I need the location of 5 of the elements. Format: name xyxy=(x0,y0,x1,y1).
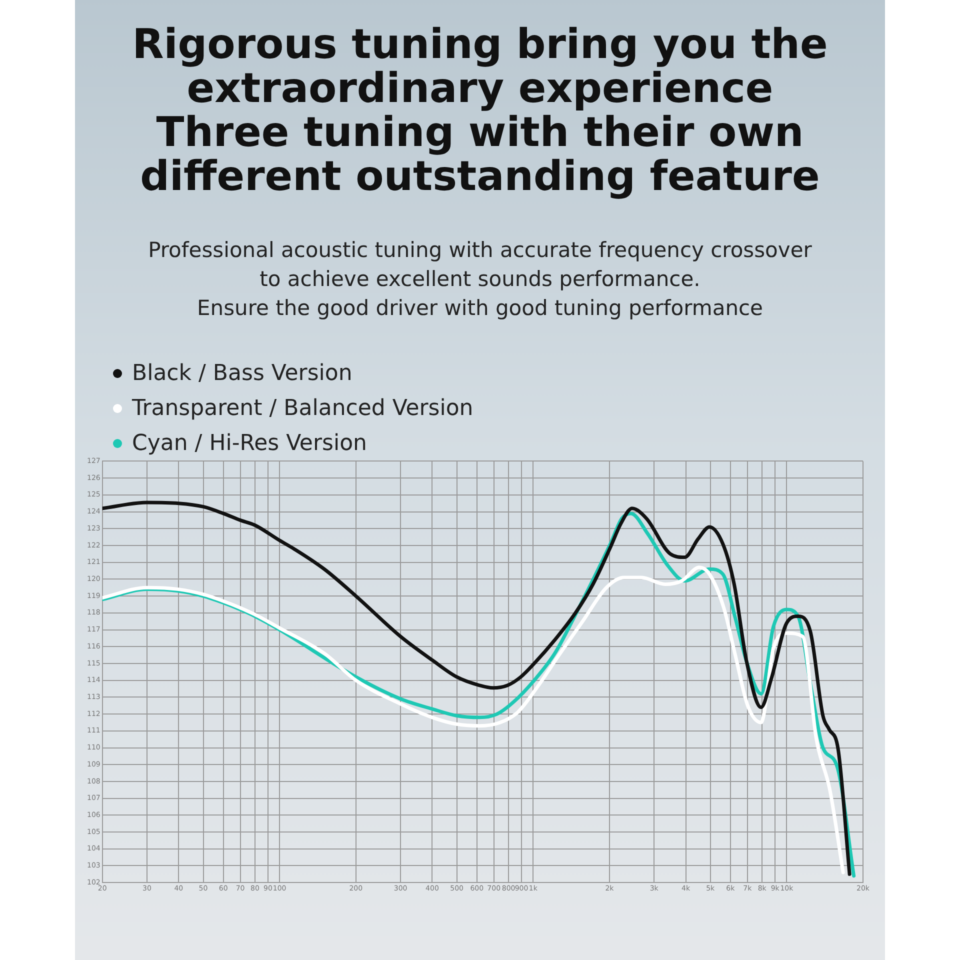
legend-label: Black / Bass Version xyxy=(132,361,352,386)
legend-label: Cyan / Hi-Res Version xyxy=(132,431,367,456)
chart-subtitle: Professional acoustic tuning with accurate frequency crossover to achieve excellent sounds performance. Ensure the good driver with good tuning performance xyxy=(147,237,813,322)
chart-title: Rigorous tuning bring you the extraordinary experience Three tuning with their own different outstanding feature xyxy=(131,20,829,200)
legend-label: Transparent / Balanced Version xyxy=(132,396,474,421)
